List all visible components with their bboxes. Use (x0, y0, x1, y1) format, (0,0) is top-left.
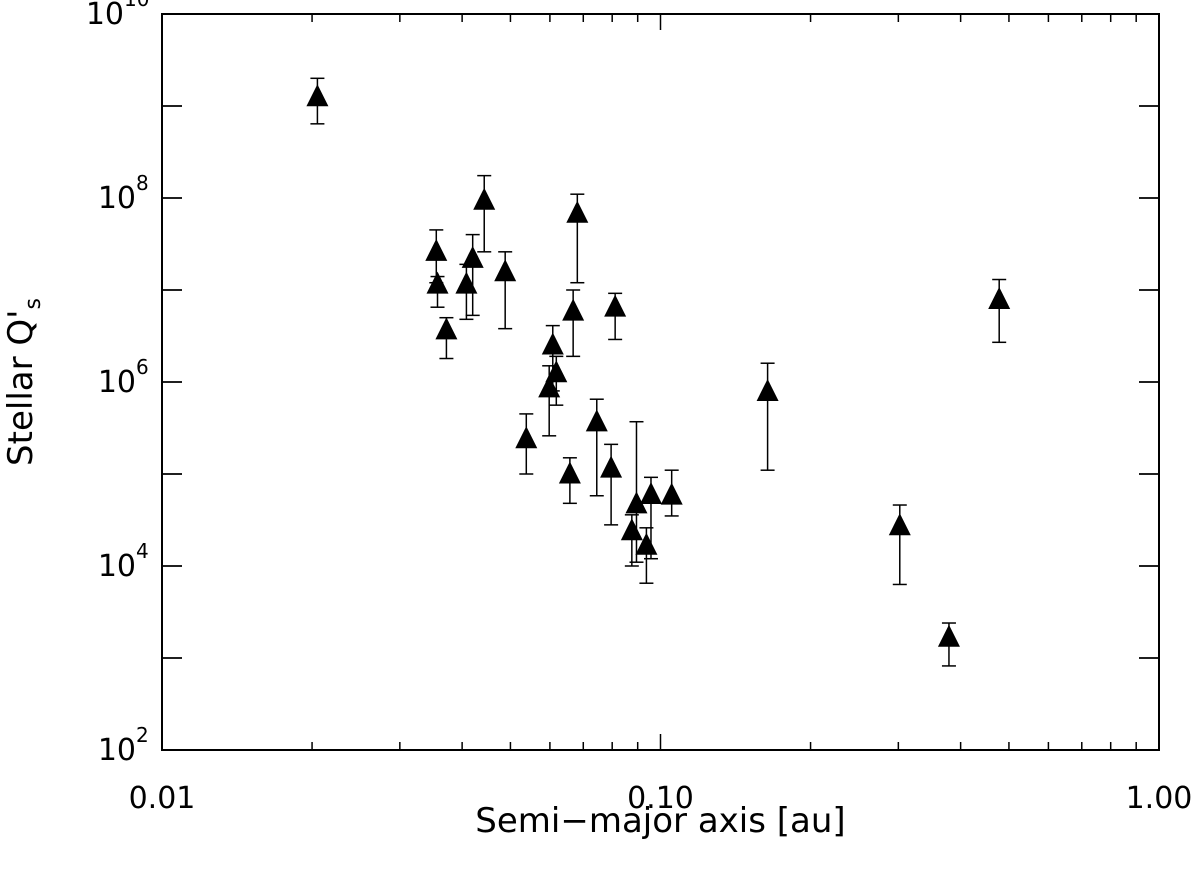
data-point (562, 289, 585, 358)
y-tick-label: 10 4 (98, 539, 149, 584)
data-point (604, 292, 627, 341)
triangle-marker (545, 360, 568, 383)
x-tick-label: 0.10 (627, 781, 694, 816)
triangle-marker (620, 518, 643, 541)
y-tick-label: 10 6 (98, 355, 149, 400)
x-axis-label: Semi−major axis [au] (475, 801, 845, 841)
data-point (545, 355, 568, 406)
triangle-marker (660, 482, 683, 505)
y-axis-label-base: Stellar Q' (1, 310, 41, 466)
triangle-marker (562, 298, 585, 321)
data-point (426, 271, 449, 308)
triangle-marker (515, 426, 538, 449)
data-point (639, 476, 662, 560)
y-tick-label-exponent: 10 (124, 0, 149, 11)
data-point (585, 398, 608, 497)
y-axis-label: Stellar Q's (1, 298, 46, 466)
y-tick-label: 10 2 (98, 723, 149, 768)
data-point (600, 443, 623, 526)
triangle-marker (426, 271, 449, 294)
data-points (306, 77, 1011, 667)
data-point (494, 251, 517, 330)
triangle-marker (585, 409, 608, 432)
triangle-marker (425, 238, 448, 261)
triangle-marker (558, 461, 581, 484)
x-tick-label: 0.01 (129, 781, 196, 816)
data-point (660, 469, 683, 517)
triangle-marker (625, 491, 648, 514)
y-tick-label: 10 8 (98, 171, 149, 216)
y-axis-ticks: 1021041061081010 (86, 0, 1159, 768)
triangle-marker (566, 200, 589, 223)
triangle-marker (604, 294, 627, 317)
y-tick-label-exponent: 2 (136, 723, 149, 747)
y-tick-label-base: 10 (98, 549, 136, 584)
triangle-marker (635, 532, 658, 555)
triangle-marker (435, 317, 458, 340)
data-point (620, 514, 643, 567)
y-tick-label-base: 10 (98, 733, 136, 768)
data-point (306, 77, 329, 125)
data-point (461, 233, 484, 317)
y-tick-label-exponent: 4 (136, 539, 149, 563)
data-point (455, 263, 478, 321)
data-point (988, 278, 1011, 344)
y-axis-label-subscript: s (21, 298, 46, 309)
triangle-marker (461, 245, 484, 268)
y-tick-label-base: 10 (98, 181, 136, 216)
y-tick-label-base: 10 (98, 365, 136, 400)
triangle-marker (541, 332, 564, 355)
data-point (756, 362, 779, 471)
triangle-marker (756, 378, 779, 401)
data-point (625, 420, 648, 563)
x-axis-ticks: 0.01 0.10 1.00 (129, 14, 1193, 816)
data-point (435, 316, 458, 360)
data-point (937, 622, 960, 667)
triangle-marker (538, 375, 561, 398)
y-tick-label: 1010 (86, 0, 150, 32)
triangle-marker (937, 624, 960, 647)
y-tick-label-exponent: 8 (136, 171, 149, 195)
triangle-marker (455, 271, 478, 294)
triangle-marker (306, 84, 329, 107)
y-tick-label-base: 10 (86, 0, 124, 32)
y-tick-label-exponent: 6 (136, 355, 149, 379)
data-point (566, 193, 589, 284)
data-point (515, 413, 538, 475)
triangle-marker (494, 259, 517, 282)
triangle-marker (639, 481, 662, 504)
triangle-marker (600, 455, 623, 478)
data-point (558, 457, 581, 505)
triangle-marker (988, 286, 1011, 309)
triangle-marker (888, 513, 911, 536)
data-point (888, 504, 911, 586)
x-tick-label: 1.00 (1126, 781, 1193, 816)
data-point (473, 174, 496, 253)
triangle-marker (473, 187, 496, 210)
